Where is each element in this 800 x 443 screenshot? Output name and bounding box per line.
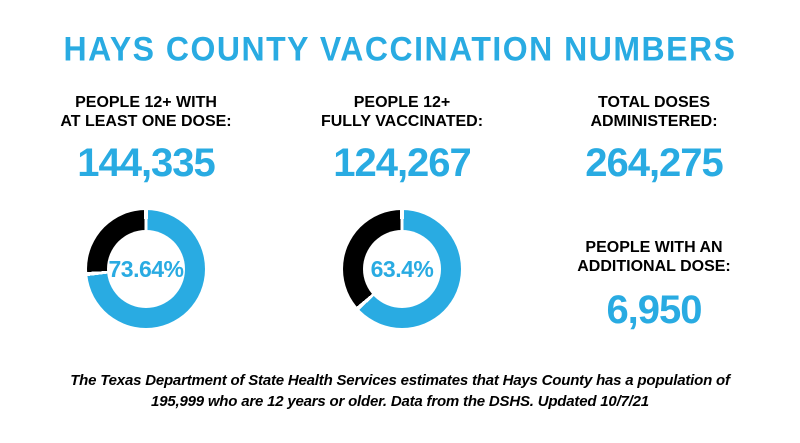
donut-chart-one-dose: 73.64%	[87, 210, 205, 328]
donut-percent-fully-vaccinated: 63.4%	[370, 255, 434, 282]
donut-hole: 73.64%	[107, 230, 185, 308]
stat-column-doses: TOTAL DOSES ADMINISTERED: 264,275 PEOPLE…	[530, 93, 778, 330]
stat-column-one-dose: PEOPLE 12+ WITH AT LEAST ONE DOSE: 144,3…	[22, 93, 270, 328]
stat-label-one-dose: PEOPLE 12+ WITH AT LEAST ONE DOSE:	[60, 94, 232, 130]
stat-value-fully-vaccinated: 124,267	[333, 141, 472, 185]
donut-percent-one-dose: 73.64%	[108, 255, 184, 282]
donut-chart-fully-vaccinated-wrap: 63.4%	[279, 210, 525, 328]
stat-value-total-doses: 264,275	[585, 141, 724, 185]
stat-label-total-doses: TOTAL DOSES ADMINISTERED:	[590, 94, 718, 130]
stat-value-additional-dose: 6,950	[606, 288, 702, 332]
stat-label-fully-vaccinated: PEOPLE 12+ FULLY VACCINATED:	[320, 94, 484, 130]
stat-label-additional-dose: PEOPLE WITH AN ADDITIONAL DOSE:	[577, 239, 731, 275]
stat-value-one-dose: 144,335	[77, 141, 216, 185]
donut-hole: 63.4%	[363, 230, 441, 308]
donut-chart-fully-vaccinated: 63.4%	[343, 210, 461, 328]
donut-chart-one-dose-wrap: 73.64%	[22, 210, 270, 328]
stat-column-fully-vaccinated: PEOPLE 12+ FULLY VACCINATED: 124,267 63.…	[279, 93, 525, 328]
page-title: HAYS COUNTY VACCINATION NUMBERS	[63, 29, 737, 69]
source-note: The Texas Department of State Health Ser…	[70, 372, 730, 410]
